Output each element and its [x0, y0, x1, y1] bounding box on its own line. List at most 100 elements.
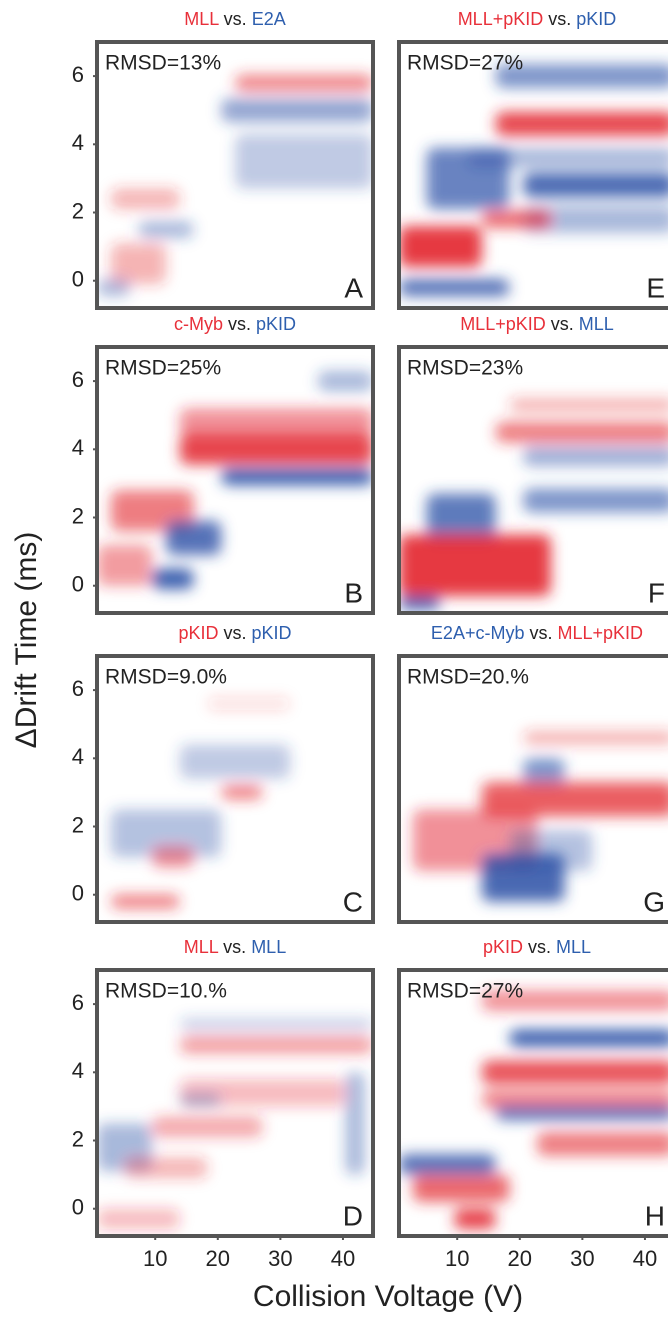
panel-title: E2A+c-Myb vs. MLL+pKID — [431, 623, 643, 643]
y-tick-label: 2 — [72, 812, 84, 837]
title-first: MLL+pKID — [458, 9, 544, 29]
heatmap-band — [495, 1106, 668, 1121]
heatmap-band — [481, 1091, 668, 1109]
heatmap-band — [412, 1174, 510, 1202]
heatmap-band — [110, 490, 194, 532]
x-tick-label: 40 — [331, 1246, 355, 1271]
title-first: c-Myb — [174, 314, 223, 334]
rmsd-label: RMSD=23% — [407, 357, 523, 380]
title-second: MLL+pKID — [558, 623, 644, 643]
y-tick-label: 4 — [72, 435, 84, 460]
title-sep: vs. — [223, 623, 246, 643]
heatmap — [399, 656, 668, 922]
heatmap-band — [166, 520, 222, 556]
panel-frame — [95, 345, 375, 615]
y-tick-label: 2 — [72, 503, 84, 528]
panel-title: c-Myb vs. pKID — [174, 314, 296, 334]
title-second: MLL — [579, 314, 614, 334]
heatmap-band — [509, 1029, 668, 1047]
rmsd-label: RMSD=27% — [407, 980, 523, 1003]
x-axis-label: Collision Voltage (V) — [253, 1280, 523, 1313]
heatmap-band — [454, 1208, 496, 1230]
heatmap — [97, 42, 373, 308]
heatmap-texture — [399, 64, 668, 297]
rmsd-label: RMSD=10.% — [105, 980, 227, 1003]
heatmap-band — [481, 1060, 668, 1085]
panel-letter: B — [344, 577, 363, 608]
panel-letter: E — [646, 272, 665, 303]
panel-frame — [95, 40, 375, 310]
heatmap — [97, 656, 373, 922]
title-first: MLL — [184, 937, 219, 957]
heatmap-band — [495, 111, 668, 136]
heatmap-texture — [97, 74, 373, 297]
title-sep: vs. — [528, 937, 551, 957]
heatmap-band — [509, 398, 668, 412]
title-sep: vs. — [228, 314, 251, 334]
heatmap-band — [495, 422, 668, 443]
heatmap-band — [152, 568, 194, 590]
title-sep: vs. — [529, 623, 552, 643]
heatmap-band — [399, 595, 441, 610]
heatmap-band — [317, 370, 373, 392]
rmsd-label: RMSD=9.0% — [105, 666, 227, 689]
heatmap — [97, 347, 373, 613]
panel: RMSD=10.% D MLL vs. MLL — [95, 937, 375, 1238]
heatmap-band — [110, 894, 180, 909]
y-tick-label: 0 — [72, 572, 84, 597]
title-first: E2A+c-Myb — [431, 623, 525, 643]
title-first: MLL — [184, 9, 219, 29]
y-tick-label: 2 — [72, 198, 84, 223]
title-second: pKID — [252, 623, 292, 643]
heatmap-band — [152, 1116, 263, 1138]
heatmap-band — [509, 829, 593, 871]
heatmap-band — [97, 544, 153, 586]
heatmap-texture — [110, 696, 291, 909]
rmsd-label: RMSD=13% — [105, 52, 221, 75]
heatmap-band — [110, 188, 180, 210]
title-sep: vs. — [223, 937, 246, 957]
heatmap-band — [179, 433, 373, 465]
panel-title: MLL vs. E2A — [184, 9, 285, 29]
heatmap-band — [523, 173, 668, 198]
x-tick-label: 30 — [570, 1246, 594, 1271]
panel-title: pKID vs. MLL — [483, 937, 591, 957]
heatmap-band — [468, 147, 668, 169]
panel-frame — [397, 968, 668, 1238]
heatmap-band — [207, 696, 291, 711]
heatmap-band — [523, 731, 668, 745]
panel-title: MLL+pKID vs. pKID — [458, 9, 617, 29]
heatmap-band — [152, 846, 194, 868]
heatmap-band — [110, 809, 222, 858]
heatmap-band — [523, 758, 565, 786]
heatmap-band — [426, 147, 510, 210]
y-tick-label: 4 — [72, 1058, 84, 1083]
x-tick-label: 10 — [143, 1246, 167, 1271]
heatmap-texture — [399, 990, 668, 1230]
heatmap — [97, 970, 373, 1236]
heatmap-band — [537, 1131, 668, 1156]
heatmap-texture — [97, 1017, 373, 1230]
title-second: pKID — [576, 9, 616, 29]
panel: RMSD=13% A MLL vs. E2A — [95, 9, 375, 310]
heatmap-band — [345, 1072, 365, 1175]
panel-letter: F — [648, 577, 665, 608]
y-tick-label: 2 — [72, 1126, 84, 1151]
panel-frame — [95, 968, 375, 1238]
y-tick-label: 0 — [72, 267, 84, 292]
panel: RMSD=27% E MLL+pKID vs. pKID — [397, 9, 668, 310]
heatmap-band — [179, 744, 291, 779]
heatmap-band — [124, 1157, 208, 1179]
x-tick-label: 30 — [268, 1246, 292, 1271]
panel-letter: A — [344, 272, 363, 303]
panel-letter: H — [645, 1200, 665, 1231]
title-sep: vs. — [224, 9, 247, 29]
title-second: MLL — [251, 937, 286, 957]
y-tick-label: 6 — [72, 990, 84, 1015]
heatmap-band — [399, 279, 510, 297]
heatmap-band — [426, 493, 496, 542]
title-second: MLL — [556, 937, 591, 957]
